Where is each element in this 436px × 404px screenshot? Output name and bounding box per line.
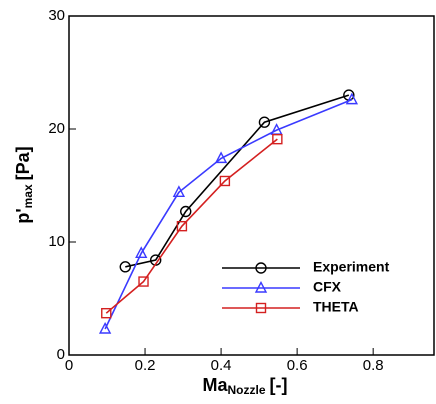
- marker: [101, 307, 112, 319]
- marker: [272, 133, 283, 145]
- marker: [135, 246, 148, 258]
- legend-label: THETA: [313, 299, 359, 315]
- marker: [176, 220, 188, 232]
- y-label-sub: max: [21, 184, 35, 208]
- legend-label: CFX: [313, 279, 342, 295]
- y-tick-label: 30: [48, 7, 65, 24]
- marker: [345, 92, 359, 105]
- x-tick-label: 0: [65, 357, 73, 374]
- marker: [119, 261, 131, 273]
- x-tick-label: 0.2: [135, 357, 156, 374]
- marker: [258, 116, 271, 128]
- series-line: [125, 94, 350, 268]
- x-tick-label: 0.4: [211, 357, 232, 374]
- y-tick-label: 0: [57, 346, 65, 363]
- y-label-main: p': [13, 208, 33, 223]
- x-tick-label: 0.8: [363, 357, 384, 374]
- marker: [172, 185, 186, 197]
- marker: [255, 262, 267, 274]
- x-axis-label: MaNozzle [-]: [202, 375, 287, 397]
- marker: [138, 276, 149, 287]
- x-tick-label: 0.6: [287, 357, 308, 374]
- marker: [255, 302, 267, 314]
- x-label-sub: Nozzle: [228, 383, 266, 397]
- x-label-unit: [-]: [270, 375, 288, 395]
- y-axis-label: p'max [Pa]: [13, 146, 35, 223]
- marker: [254, 280, 268, 293]
- plot-frame: [68, 15, 435, 356]
- marker: [98, 322, 112, 334]
- y-tick-label: 20: [48, 120, 65, 137]
- y-tick-label: 10: [48, 233, 65, 250]
- marker: [219, 175, 231, 187]
- marker: [214, 151, 228, 164]
- legend-label: Experiment: [313, 259, 390, 275]
- y-label-unit: [Pa]: [13, 146, 33, 180]
- series-line: [104, 98, 353, 330]
- x-label-main: Ma: [202, 375, 228, 395]
- marker: [180, 205, 192, 218]
- series-line: [105, 138, 278, 314]
